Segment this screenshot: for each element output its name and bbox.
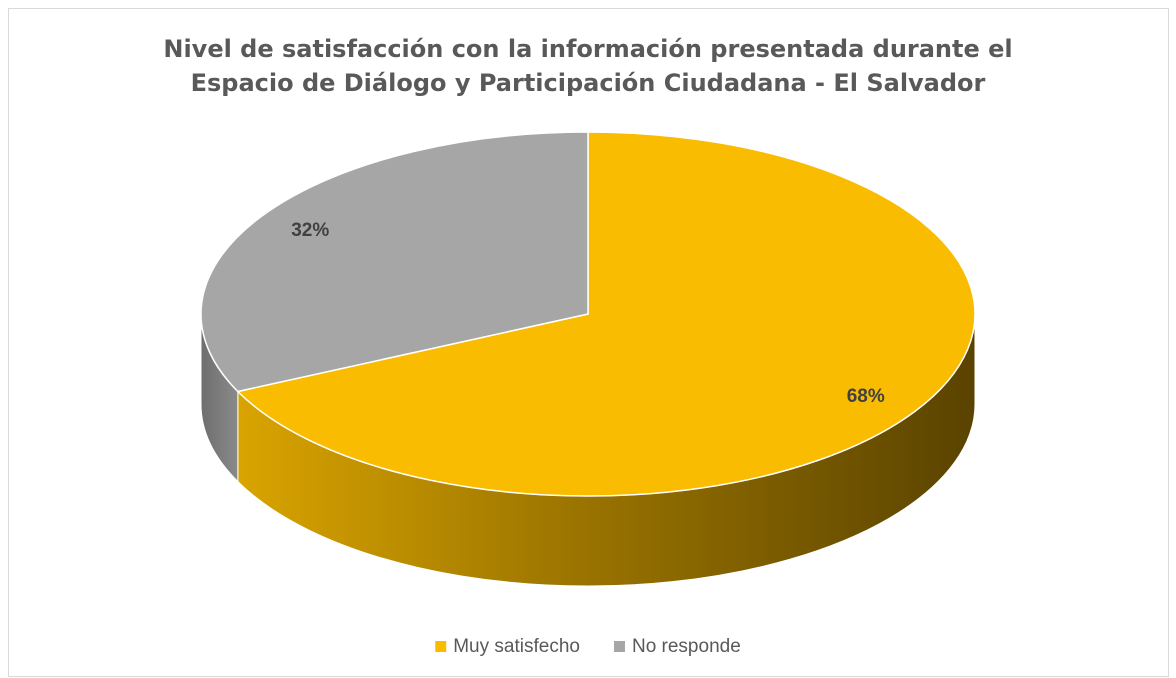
legend-label: Muy satisfecho (453, 636, 580, 657)
legend-swatch (613, 641, 625, 652)
legend-label: No responde (632, 636, 741, 657)
chart-title: Nivel de satisfacción con la información… (163, 35, 1013, 97)
legend-swatch (435, 641, 447, 652)
slice (236, 131, 976, 497)
slice (200, 131, 589, 393)
data-label: 32% (291, 220, 329, 241)
data-label: 68% (847, 386, 885, 407)
chart-border (8, 8, 1169, 677)
